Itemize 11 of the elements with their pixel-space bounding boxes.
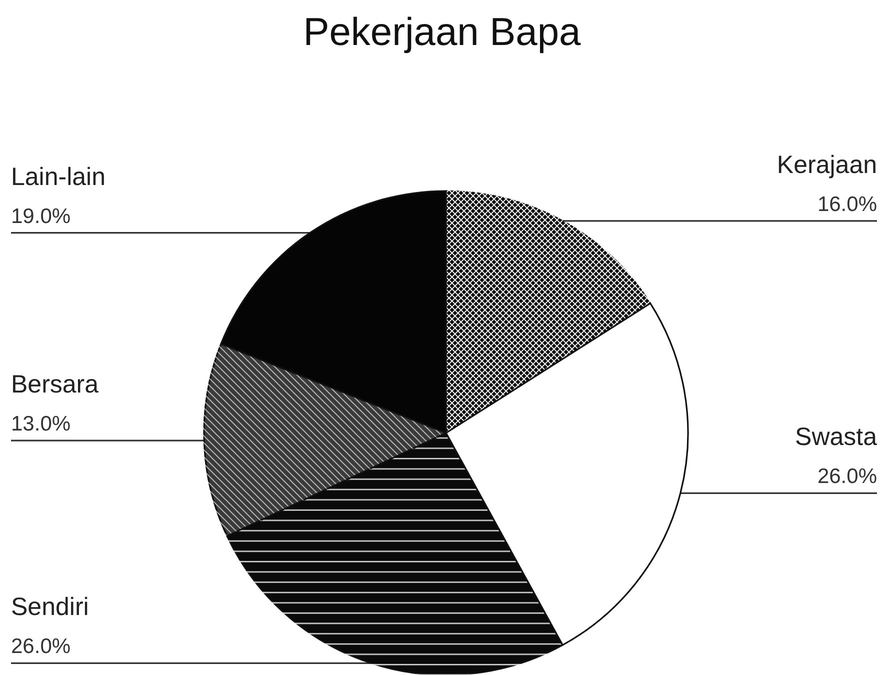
data-label: 19.0% [11, 204, 71, 228]
slice-label: Swasta [795, 423, 878, 452]
chart-title: Pekerjaan Bapa [303, 11, 582, 54]
slice-label: Sendiri [11, 593, 89, 622]
data-label: 26.0% [817, 465, 877, 488]
slice-label: Kerajaan [776, 150, 877, 179]
data-label: 13.0% [11, 412, 71, 436]
data-label: 26.0% [11, 635, 71, 658]
data-label: 16.0% [817, 192, 877, 216]
slice-label: Bersara [11, 370, 99, 399]
slice-label: Lain-lain [11, 162, 106, 191]
